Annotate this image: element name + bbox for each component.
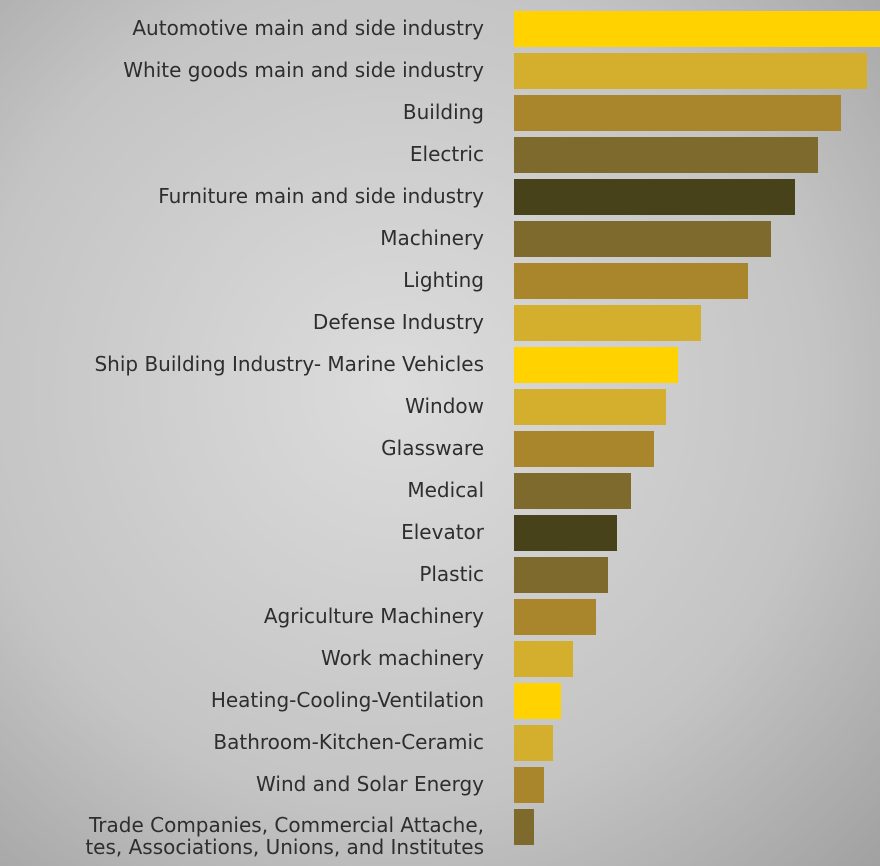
- bar: [514, 473, 631, 509]
- category-label: Bathroom-Kitchen-Ceramic: [213, 730, 484, 754]
- bar: [514, 599, 596, 635]
- category-label: Glassware: [381, 436, 484, 460]
- bar: [514, 305, 701, 341]
- bar: [514, 95, 841, 131]
- bar: [514, 767, 544, 803]
- category-label: Wind and Solar Energy: [256, 772, 484, 796]
- bar: [514, 431, 654, 467]
- chart: Automotive main and side industry White g…: [0, 0, 880, 866]
- category-label: Medical: [407, 478, 484, 502]
- category-label: Ship Building Industry- Marine Vehicles: [94, 352, 484, 376]
- category-label: Window: [405, 394, 484, 418]
- category-label: Lighting: [403, 268, 484, 292]
- category-label: Machinery: [380, 226, 484, 250]
- bar: [514, 179, 795, 215]
- category-label: Electric: [410, 142, 484, 166]
- bar: [514, 389, 666, 425]
- category-label: Agriculture Machinery: [264, 604, 484, 628]
- bar: [514, 557, 608, 593]
- bar: [514, 809, 534, 845]
- category-label: Work machinery: [321, 646, 484, 670]
- bar: [514, 641, 573, 677]
- bar: [514, 347, 678, 383]
- category-label: Plastic: [419, 562, 484, 586]
- bar: [514, 11, 880, 47]
- category-label: Elevator: [401, 520, 485, 544]
- category-label: Trade Companies, Commercial Attache,tes,…: [85, 813, 484, 859]
- bar: [514, 263, 748, 299]
- category-label: Building: [403, 100, 484, 124]
- category-label: Automotive main and side industry: [132, 16, 484, 40]
- bar: [514, 683, 561, 719]
- bar: [514, 137, 818, 173]
- bar: [514, 515, 617, 551]
- category-label: Heating-Cooling-Ventilation: [211, 688, 484, 712]
- category-label: Defense Industry: [313, 310, 484, 334]
- category-label: Furniture main and side industry: [158, 184, 484, 208]
- bar: [514, 725, 553, 761]
- bar: [514, 221, 771, 257]
- bar: [514, 53, 867, 89]
- category-label: White goods main and side industry: [123, 58, 484, 82]
